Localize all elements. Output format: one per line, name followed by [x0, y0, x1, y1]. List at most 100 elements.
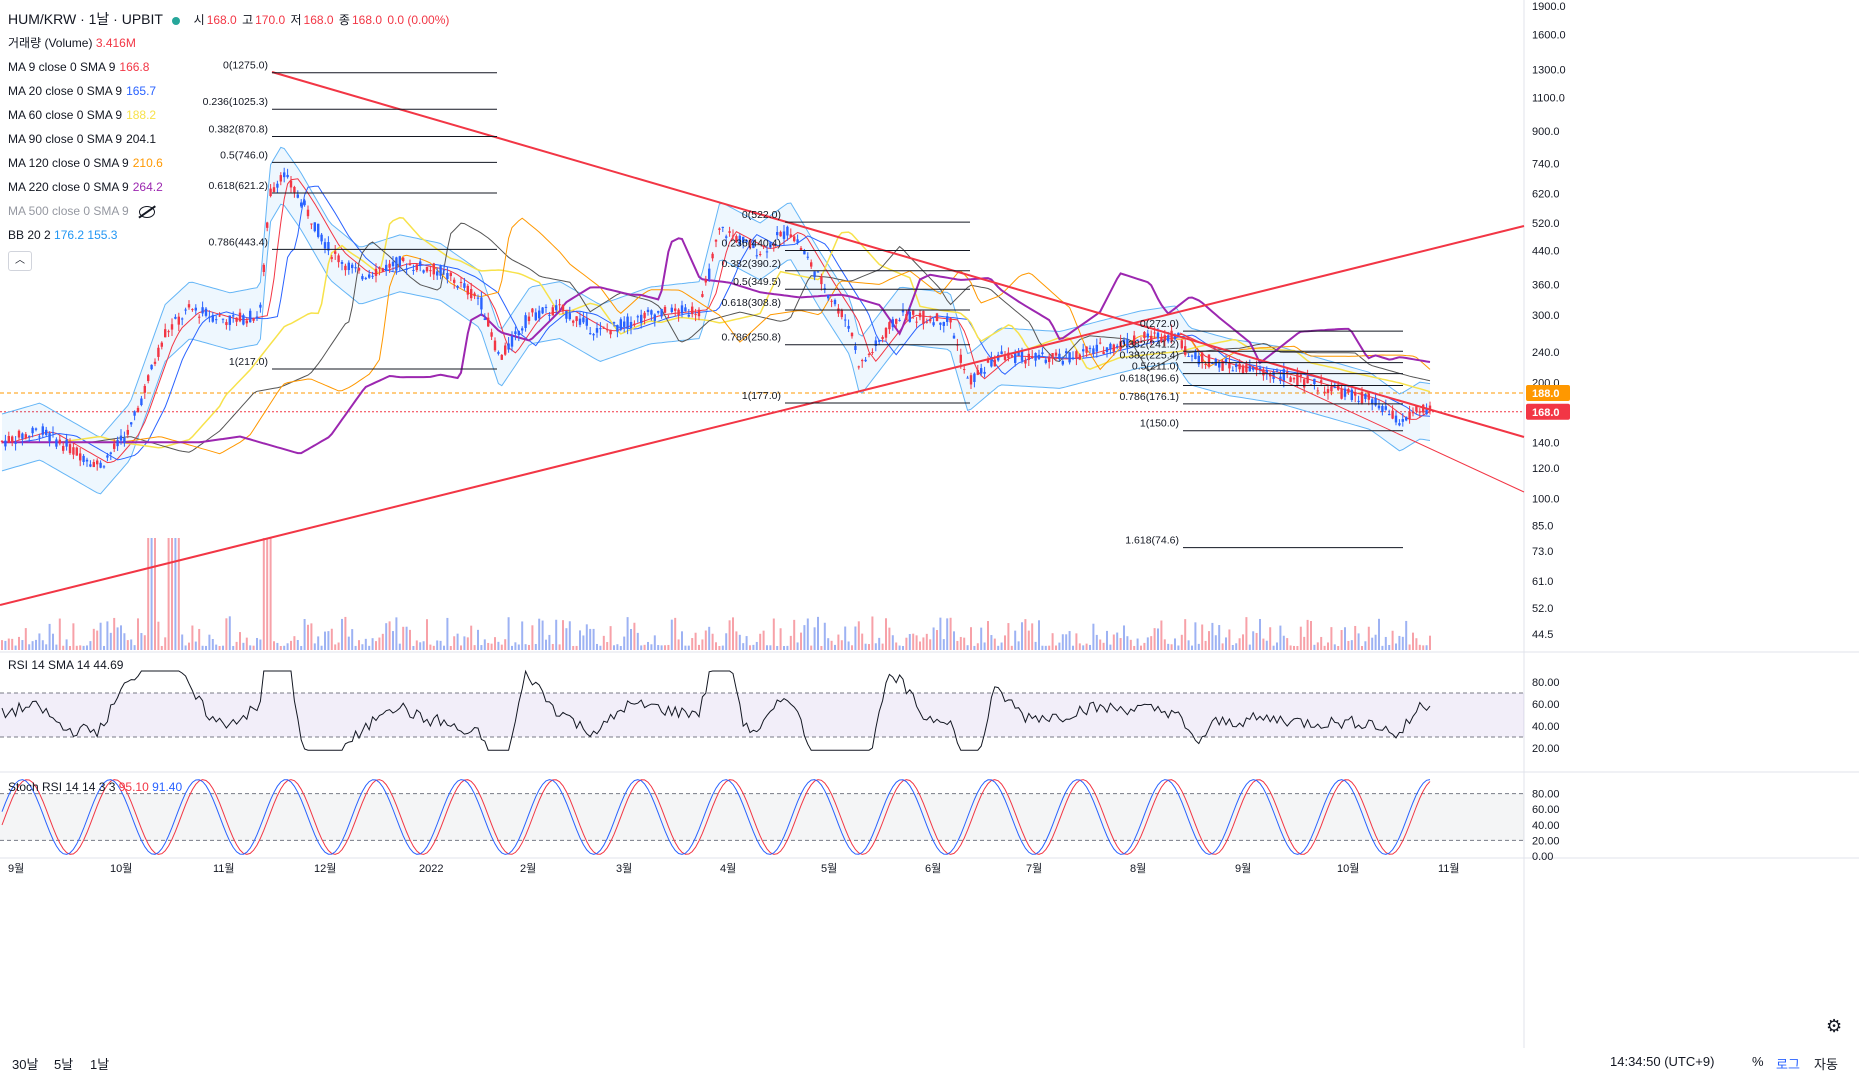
chevron-up-icon[interactable]: ︿ — [8, 251, 32, 271]
candle-body — [157, 347, 160, 357]
volume-bar — [827, 638, 830, 650]
volume-bar — [337, 642, 340, 650]
candle-body — [759, 253, 762, 255]
volume-bar — [358, 640, 360, 650]
volume-bar — [776, 645, 779, 650]
volume-bar — [1282, 635, 1285, 650]
ma-legend-row[interactable]: MA 120 close 0 SMA 9 210.6 — [8, 152, 449, 176]
volume-bar — [487, 642, 490, 650]
volume-bar — [857, 621, 860, 650]
bb-legend[interactable]: BB 20 2 176.2 155.3 — [8, 224, 449, 248]
eye-hidden-icon[interactable] — [138, 205, 155, 218]
candle-body — [473, 293, 476, 297]
candle-body — [521, 328, 524, 331]
volume-bar — [351, 629, 354, 650]
bottom-toolbar: 30날 5날 1날 14:34:50 (UTC+9) % 로그 자동 — [0, 1048, 1859, 1076]
candle-body — [1377, 405, 1381, 409]
volume-bar — [259, 639, 262, 650]
auto-toggle[interactable]: 자동 — [1814, 1057, 1838, 1072]
range-30d-button[interactable]: 30날 — [12, 1057, 39, 1072]
volume-bar — [742, 643, 745, 650]
market-status-icon — [172, 16, 181, 25]
symbol-title[interactable]: HUM/KRW · 1날 · UPBIT — [8, 11, 163, 27]
stoch-legend[interactable]: Stoch RSI 14 14 3 3 95.10 91.40 — [8, 780, 182, 794]
candle-body — [55, 439, 58, 447]
volume-bar — [1211, 622, 1214, 650]
range-1d-button[interactable]: 1날 — [90, 1057, 110, 1072]
ma-legend-row[interactable]: MA 500 close 0 SMA 9 — [8, 200, 449, 224]
gear-icon[interactable]: ⚙ — [1826, 1016, 1843, 1036]
candle-body — [1017, 351, 1020, 356]
candle-body — [942, 322, 945, 326]
percent-toggle[interactable]: % — [1752, 1054, 1764, 1069]
volume-bar — [140, 633, 143, 650]
volume-bar — [966, 645, 969, 650]
candle-body — [714, 239, 718, 242]
candle-body — [803, 250, 806, 255]
candle-body — [1163, 335, 1166, 342]
volume-bar — [24, 628, 27, 650]
fib-level-label: 0.382(241.2) — [1119, 338, 1179, 350]
volume-bar — [62, 645, 65, 650]
volume-bar — [276, 642, 279, 650]
log-toggle[interactable]: 로그 — [1776, 1057, 1800, 1072]
candle-body — [38, 436, 41, 438]
volume-bar — [184, 645, 187, 650]
ma-legend-row[interactable]: MA 60 close 0 SMA 9 188.2 — [8, 104, 449, 128]
volume-legend[interactable]: 거래량 (Volume) 3.416M — [8, 32, 449, 56]
ma-legend-row[interactable]: MA 9 close 0 SMA 9 166.8 — [8, 56, 449, 80]
ma-legend-row[interactable]: MA 220 close 0 SMA 9 264.2 — [8, 176, 449, 200]
ma-legend-row[interactable]: MA 90 close 0 SMA 9 204.1 — [8, 128, 449, 152]
volume-bar — [436, 640, 439, 650]
candle-body — [113, 443, 116, 449]
candle-body — [1381, 406, 1384, 412]
candle-body — [1088, 347, 1092, 349]
volume-bar — [606, 642, 609, 650]
candle-body — [1323, 391, 1326, 393]
candle-body — [1197, 355, 1200, 365]
candle-body — [884, 327, 888, 338]
stoch-label: Stoch RSI 14 14 3 3 — [8, 780, 116, 794]
volume-bar — [681, 631, 683, 650]
volume-bar — [18, 636, 20, 650]
ma90-line — [2, 222, 1431, 453]
volume-bar — [1109, 644, 1112, 650]
candle-body — [626, 316, 629, 329]
candle-body — [667, 316, 670, 318]
clock-display[interactable]: 14:34:50 (UTC+9) — [1610, 1054, 1715, 1069]
volume-bar — [354, 645, 357, 650]
candle-body — [1201, 352, 1204, 363]
volume-bar — [956, 640, 959, 650]
candle-body — [1048, 356, 1051, 363]
candle-body — [966, 377, 969, 379]
candle-body — [204, 308, 208, 316]
candle-body — [235, 317, 238, 322]
volume-bar — [1150, 636, 1153, 650]
candle-body — [276, 183, 279, 188]
volume-bar — [837, 634, 840, 650]
candle-body — [901, 309, 905, 313]
candle-body — [1153, 332, 1156, 334]
rsi-legend[interactable]: RSI 14 SMA 14 44.69 — [8, 658, 123, 672]
volume-bar — [341, 618, 343, 650]
candle-body — [1347, 388, 1350, 393]
candle-body — [670, 307, 673, 313]
volume-bar — [1235, 643, 1238, 650]
candle-body — [939, 322, 942, 325]
candle-body — [446, 272, 449, 280]
ma-legend-row[interactable]: MA 20 close 0 SMA 9 165.7 — [8, 80, 449, 104]
volume-bar — [1378, 618, 1380, 650]
volume-bar — [320, 645, 323, 650]
volume-bar — [789, 635, 792, 650]
volume-bar — [840, 640, 843, 650]
volume-bar — [405, 626, 408, 650]
candle-body — [1289, 377, 1292, 382]
range-5d-button[interactable]: 5날 — [54, 1057, 74, 1072]
candle-body — [1418, 411, 1421, 413]
volume-bar — [171, 538, 173, 650]
candle-body — [1065, 351, 1068, 354]
candle-body — [1394, 415, 1398, 423]
volume-bar — [1408, 644, 1411, 650]
candle-body — [408, 264, 412, 266]
